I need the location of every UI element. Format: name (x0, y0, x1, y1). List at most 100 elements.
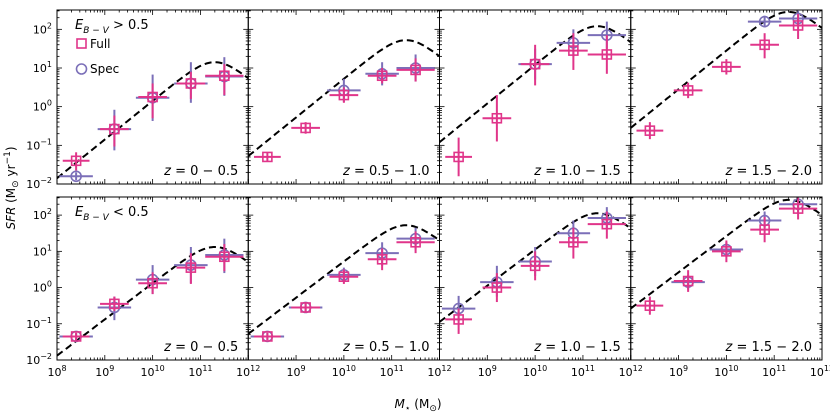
full-point (644, 125, 656, 136)
y-tick-label: 102 (33, 21, 52, 36)
full-point (721, 246, 732, 257)
full-point (792, 20, 804, 31)
x-tick-label: 1012 (619, 364, 643, 379)
full-point (644, 300, 656, 311)
full-point (410, 64, 421, 76)
full-point (300, 302, 311, 313)
panel-frame (630, 196, 823, 361)
y-tick-label: 101 (33, 243, 52, 258)
x-tick-label: 1012 (810, 364, 830, 379)
redshift-label: z = 0.5 − 1.0 (342, 340, 430, 355)
full-point (376, 70, 388, 82)
x-tick-label: 108 (47, 364, 66, 379)
y-tick-label: 10−1 (26, 316, 52, 331)
model-curve (439, 212, 631, 323)
y-tick-label: 10−2 (26, 352, 52, 367)
panel-r0-c0: 10−2 10−1 100 101 102 z = 0 − 0.5 EB − V > 0.5… (26, 9, 249, 191)
full-point (300, 122, 311, 134)
redshift-label: z = 1.0 − 1.5 (533, 340, 621, 355)
full-point (185, 78, 197, 89)
full-point (529, 260, 541, 272)
full-point (338, 89, 350, 101)
legend-spec-marker (75, 63, 88, 75)
full-point (568, 236, 579, 248)
redshift-label: z = 1.5 − 2.0 (725, 340, 813, 355)
full-point (338, 271, 350, 282)
full-point (70, 331, 82, 342)
spec-point (758, 15, 771, 28)
full-point (453, 314, 464, 325)
x-tick-label: 109 (287, 364, 306, 379)
model-curve (630, 10, 822, 129)
x-tick-label: 1010 (141, 364, 165, 379)
x-tick-label: 1010 (332, 364, 356, 379)
x-tick-label: 1010 (523, 364, 547, 379)
full-point (70, 155, 82, 167)
legend-full-label: Full (90, 37, 111, 51)
row-label: EB − V < 0.5 (75, 205, 149, 223)
panel-frame (630, 9, 823, 185)
redshift-label: z = 0 − 0.5 (163, 340, 238, 355)
full-point (568, 45, 579, 56)
x-axis-label: M⋆ (M⊙) (394, 397, 441, 414)
full-point (491, 282, 503, 293)
row-label: EB − V > 0.5 (75, 18, 149, 36)
y-tick-label: 100 (33, 99, 52, 114)
x-tick-label: 1011 (571, 364, 595, 379)
x-tick-label: 1010 (714, 364, 738, 379)
full-point (529, 58, 541, 70)
x-tick-label: 1011 (188, 364, 212, 379)
panel-r0-c2: z = 1.0 − 1.5 (439, 9, 632, 185)
full-point (147, 277, 158, 289)
full-point (601, 49, 613, 60)
full-point (453, 151, 464, 163)
full-point (147, 91, 158, 103)
full-point (219, 251, 230, 263)
x-tick-label: 109 (95, 364, 114, 379)
full-point (491, 112, 503, 124)
full-point (376, 254, 388, 265)
panel-r0-c3: z = 1.5 − 2.0 (630, 9, 823, 185)
x-tick-label: 1012 (427, 364, 451, 379)
full-point (185, 262, 197, 273)
full-point (759, 224, 770, 235)
y-tick-label: 100 (33, 280, 52, 295)
model-curve (248, 224, 440, 335)
full-point (601, 218, 613, 230)
redshift-label: z = 0 − 0.5 (163, 164, 238, 179)
x-tick-label: 109 (478, 364, 497, 379)
spec-point (70, 170, 82, 183)
y-tick-label: 10−1 (26, 137, 52, 152)
model-curve (630, 198, 822, 310)
legend-spec-label: Spec (90, 62, 119, 76)
full-point (410, 236, 421, 248)
full-point (262, 151, 273, 163)
model-curve (57, 246, 249, 357)
model-curve (248, 39, 440, 157)
full-point (792, 203, 804, 214)
redshift-label: z = 1.0 − 1.5 (533, 164, 621, 179)
panel-r1-c0: 10−2 10−1 100 101 102 108 109 1010 1011 1012 z = 0… (26, 196, 260, 379)
full-point (262, 331, 273, 342)
panel-r1-c3: 109 1010 1011 1012 z = 1.5 − 2.0 (630, 196, 830, 379)
redshift-label: z = 1.5 − 2.0 (725, 164, 813, 179)
x-tick-label: 1011 (380, 364, 404, 379)
y-tick-label: 101 (33, 60, 52, 75)
y-axis-label: SFR (M⊙ yr−1) (3, 146, 21, 229)
full-point (219, 70, 230, 82)
full-point (759, 39, 770, 51)
x-tick-label: 109 (669, 364, 688, 379)
panel-r0-c1: z = 0.5 − 1.0 (247, 9, 440, 185)
full-point (721, 61, 732, 73)
panel-r1-c1: 109 1010 1011 1012 z = 0.5 − 1.0 (247, 196, 452, 379)
redshift-label: z = 0.5 − 1.0 (342, 164, 430, 179)
legend-full-marker (76, 38, 87, 49)
full-point (682, 275, 694, 287)
y-tick-label: 10−2 (26, 176, 52, 191)
x-tick-label: 1012 (236, 364, 260, 379)
full-point (682, 85, 694, 96)
panel-r1-c2: 109 1010 1011 1012 z = 1.0 − 1.5 (439, 196, 643, 379)
full-point (109, 123, 120, 135)
full-point (109, 298, 120, 310)
